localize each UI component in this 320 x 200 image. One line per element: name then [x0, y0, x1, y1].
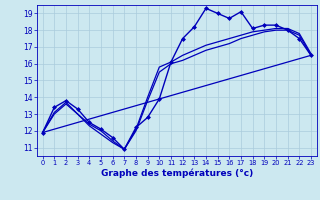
X-axis label: Graphe des températures (°c): Graphe des températures (°c) — [101, 169, 253, 178]
